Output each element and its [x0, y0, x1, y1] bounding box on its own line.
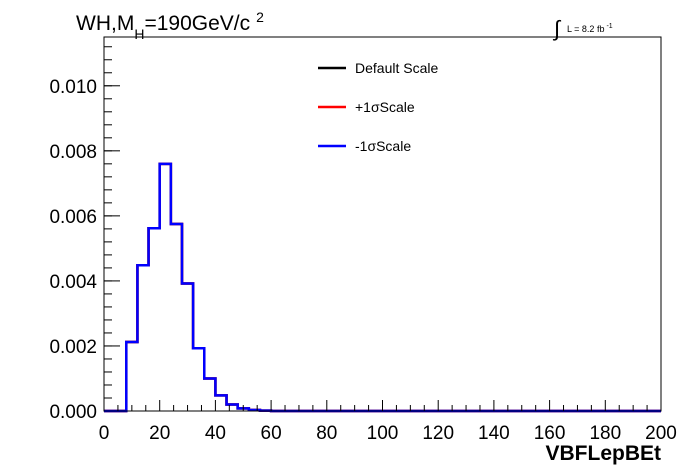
x-axis-label: VBFLepBEt — [546, 442, 662, 465]
y-tick-label: 0.010 — [49, 77, 97, 98]
chart-title: WH,MH=190GeV/c 2 — [76, 9, 264, 42]
luminosity-integral-symbol: ∫ — [552, 16, 562, 41]
x-tick-label: 20 — [149, 423, 170, 444]
series-line — [104, 162, 661, 413]
x-tick-label: 140 — [478, 423, 510, 444]
x-tick-label: 200 — [645, 423, 677, 444]
x-tick-label: 0 — [99, 423, 110, 444]
legend: Default Scale +1σScale -1σScale — [318, 60, 438, 154]
x-tick-label: 100 — [367, 423, 399, 444]
y-tick-label: 0.006 — [49, 207, 97, 228]
x-tick-label: 160 — [534, 423, 566, 444]
x-tick-label: 40 — [205, 423, 226, 444]
x-tick-label: 60 — [261, 423, 282, 444]
legend-entry-label: -1σScale — [355, 138, 411, 154]
y-tick-label: 0.000 — [49, 402, 97, 423]
y-tick-label: 0.002 — [49, 337, 97, 358]
luminosity-label: L = 8.2 fb -1 — [567, 23, 613, 34]
x-tick-label: 80 — [316, 423, 337, 444]
y-tick-label: 0.004 — [49, 272, 97, 293]
axis-layer: 0 20 40 60 80 100 120 140 160 180 200 0.000 0.002 0.0… — [49, 46, 677, 444]
series-layer — [104, 162, 661, 413]
legend-entry-label: Default Scale — [355, 60, 438, 76]
x-tick-label: 120 — [422, 423, 454, 444]
y-tick-label: 0.008 — [49, 142, 97, 163]
x-tick-label: 180 — [589, 423, 621, 444]
legend-entry-label: +1σScale — [355, 99, 415, 115]
